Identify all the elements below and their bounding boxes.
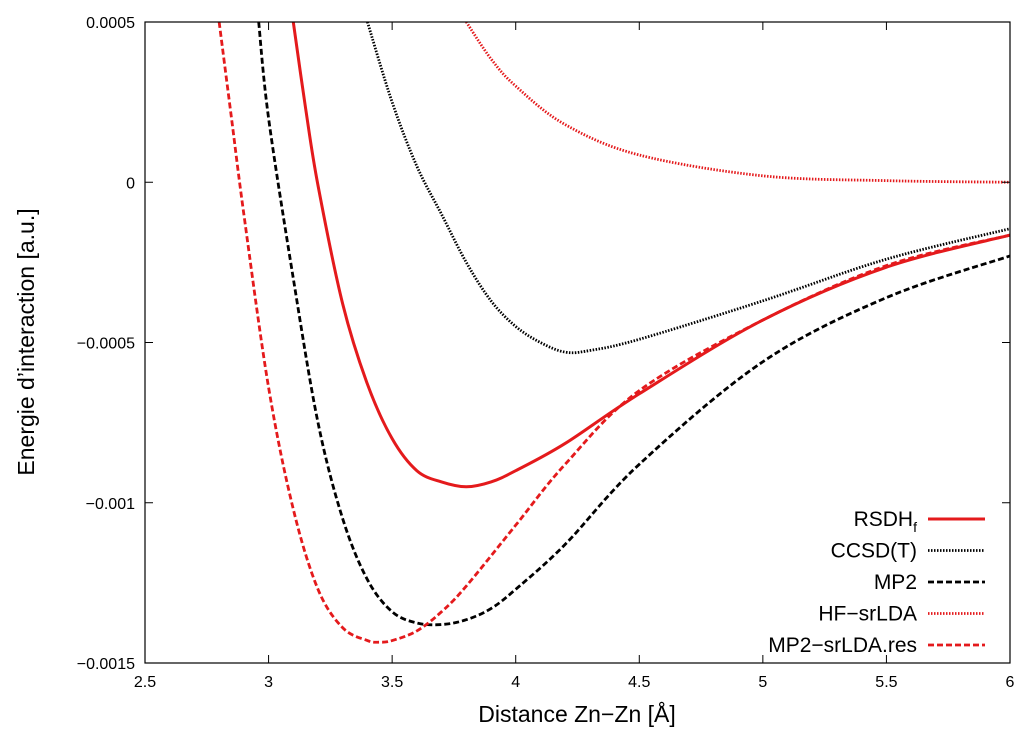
x-tick-label: 2.5 xyxy=(134,674,156,691)
x-tick-label: 4.5 xyxy=(628,674,650,691)
legend: RSDHf CCSD(T) MP2 HF−srLDA MP2−srLDA.res xyxy=(768,508,985,657)
series-line-3 xyxy=(465,22,1010,184)
plot-frame xyxy=(144,21,1011,664)
y-tick-label: 0 xyxy=(126,175,135,192)
x-tick-label: 5.5 xyxy=(875,674,897,691)
y-axis-label: Energie d’interaction [a.u.] xyxy=(13,208,39,475)
series-line-2 xyxy=(257,22,1010,627)
series-line-1 xyxy=(366,22,1010,355)
series-layer xyxy=(217,22,1010,644)
y-tick-label: 0.0005 xyxy=(86,15,135,32)
x-tick-label: 6 xyxy=(1006,674,1015,691)
x-tick-label: 3 xyxy=(264,674,273,691)
x-tick-label: 5 xyxy=(758,674,767,691)
x-tick-label: 4 xyxy=(511,674,520,691)
x-tick-label: 3.5 xyxy=(381,674,403,691)
y-tick-label: −0.001 xyxy=(86,496,135,513)
legend-label: CCSD(T) xyxy=(831,540,917,563)
tick-layer: 2.5 3 3.5 4 4.5 5 5.5 6 −0.0015 −0.001 −0.0005 0 0.0… xyxy=(77,15,1015,691)
y-tick-label: −0.0005 xyxy=(77,336,135,353)
legend-label: HF−srLDA xyxy=(818,603,917,626)
series-line-4 xyxy=(217,22,1010,644)
legend-label: MP2 xyxy=(874,571,917,594)
y-tick-label: −0.0015 xyxy=(77,656,135,673)
legend-label: MP2−srLDA.res xyxy=(768,634,917,657)
x-axis-label: Distance Zn−Zn [Å] xyxy=(478,700,676,727)
legend-label: RSDHf xyxy=(854,508,918,535)
